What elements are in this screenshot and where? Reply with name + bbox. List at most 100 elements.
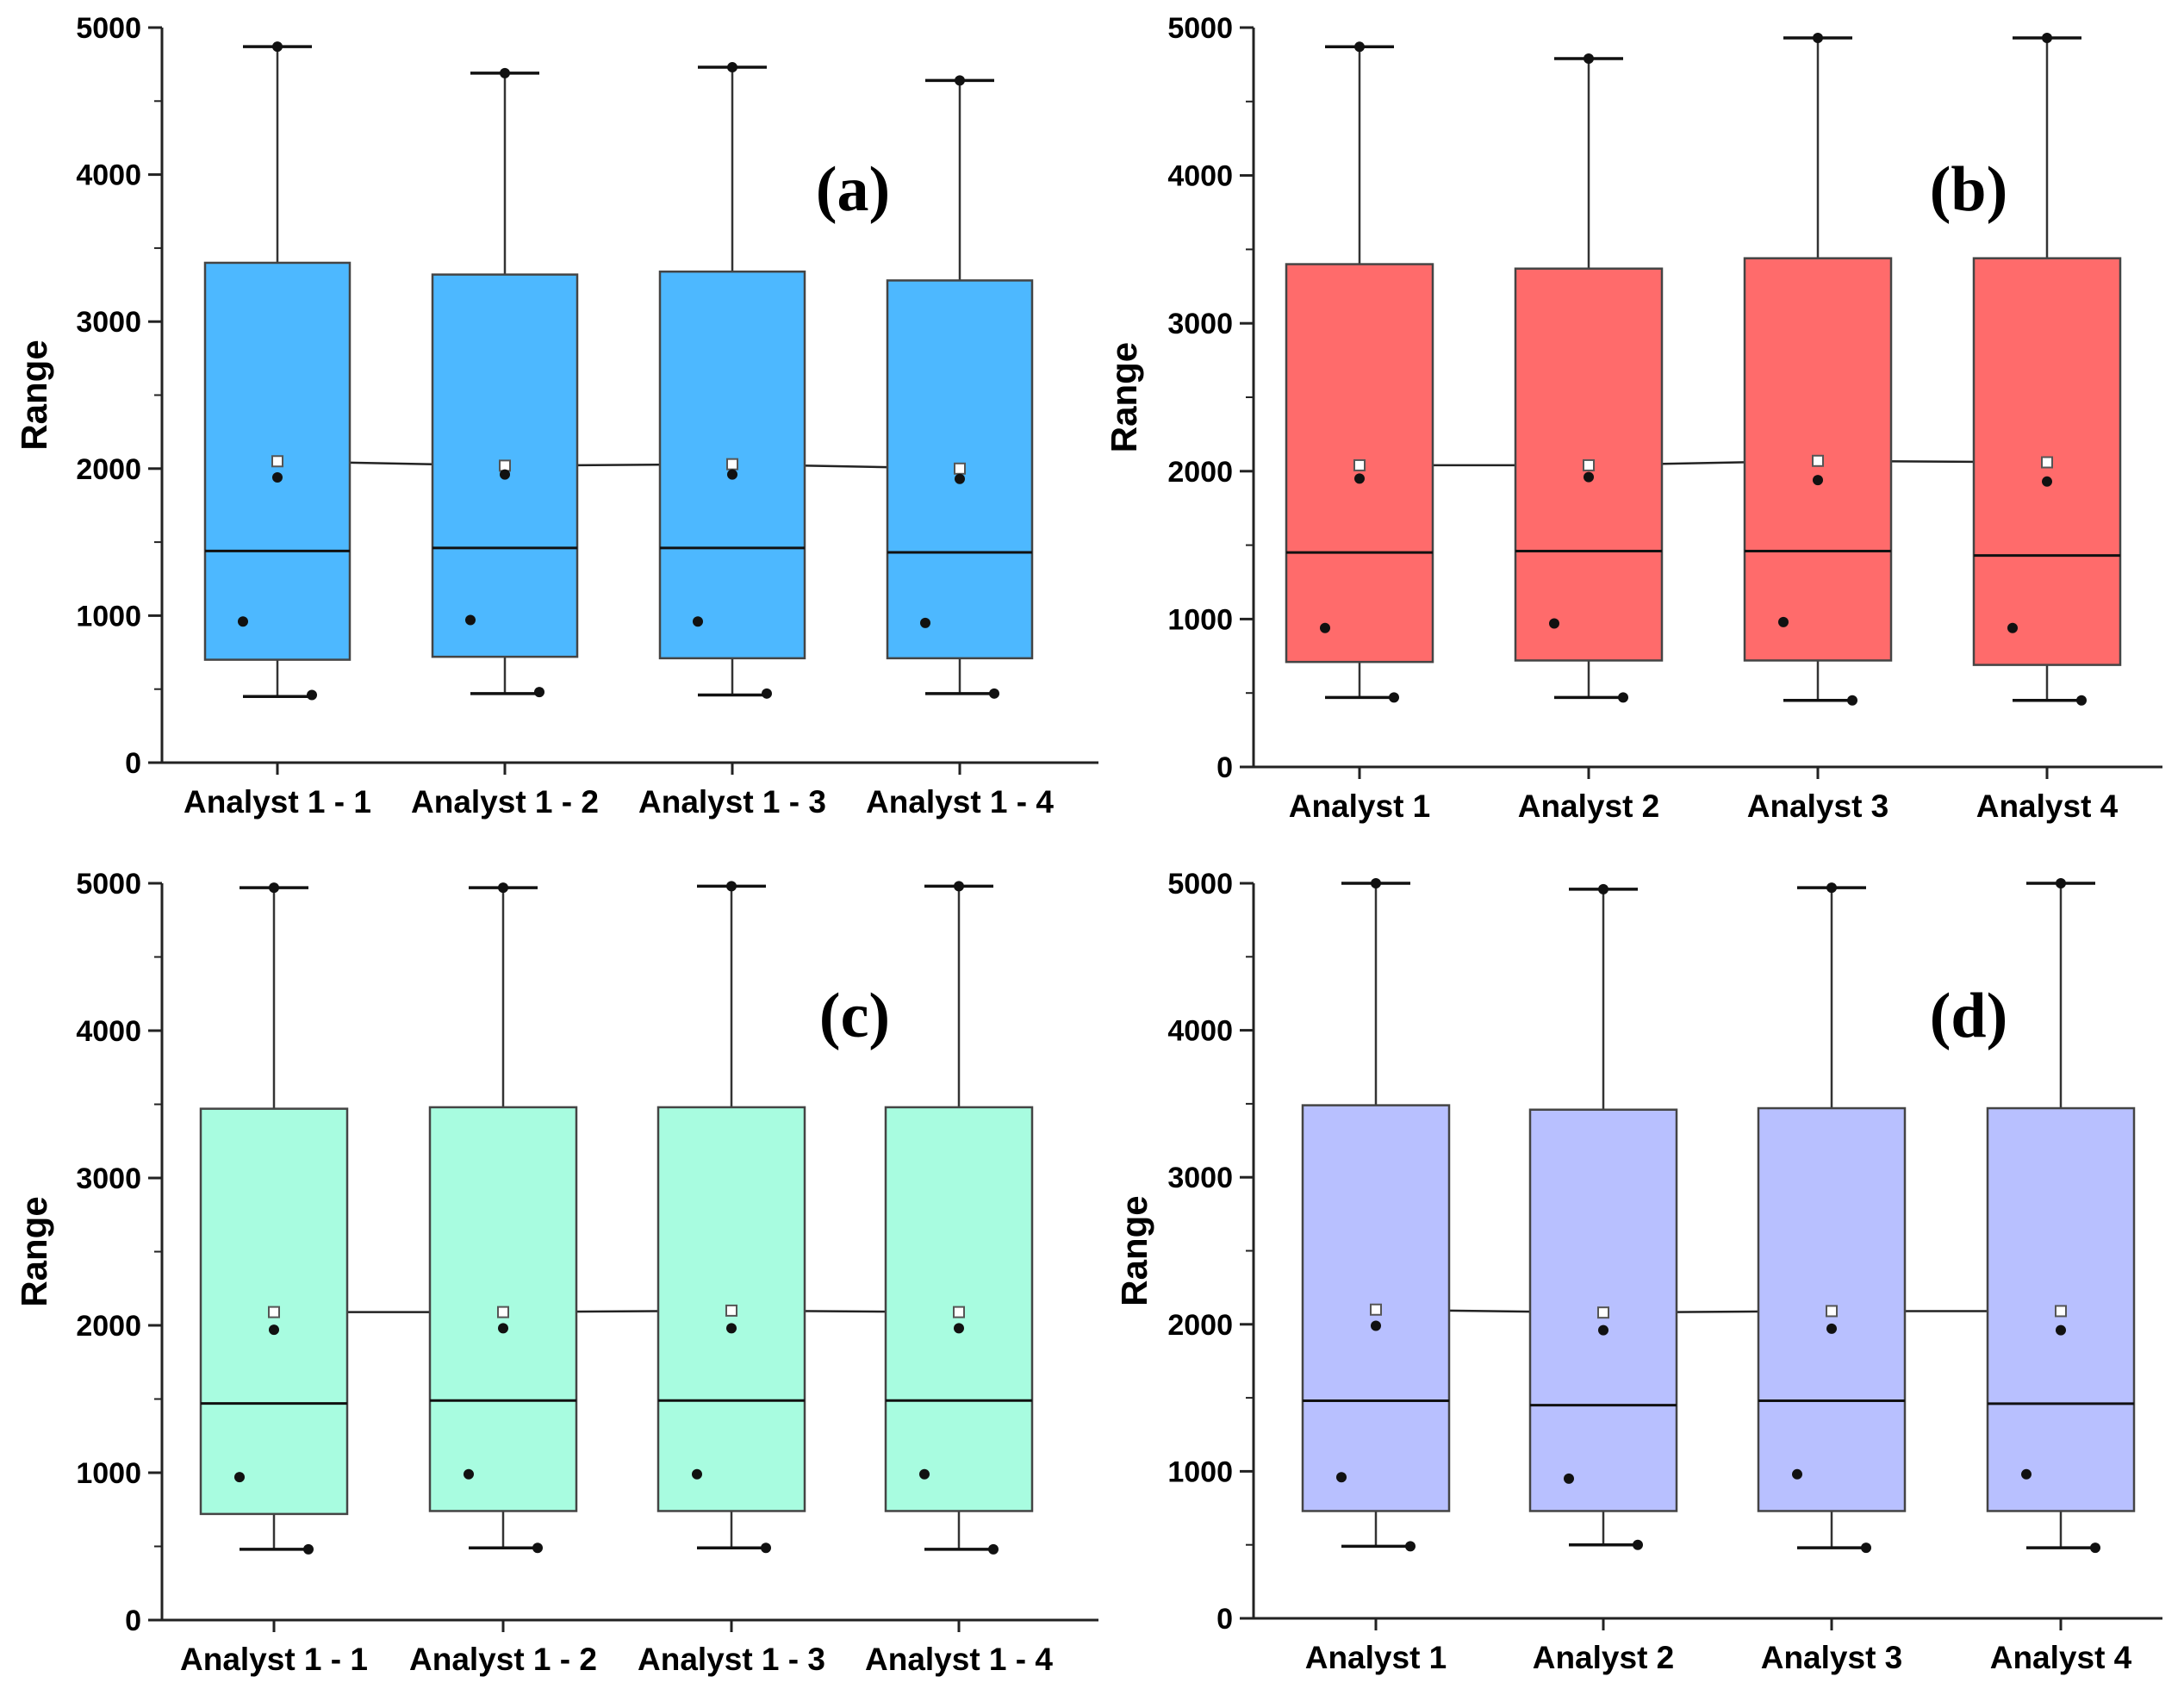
mean-marker <box>953 1306 965 1318</box>
max-dot <box>272 41 283 53</box>
y-axis-title: Range <box>14 1196 54 1306</box>
panel-d: 0 1000 2000 3000 4000 5000 Range (d) Analyst 1 An… <box>1114 868 2162 1675</box>
min-dot <box>1618 692 1628 703</box>
mean-marker <box>1597 1306 1609 1319</box>
box-1 <box>1301 878 1451 1552</box>
panel-a: 0 1000 2000 3000 4000 5000 Range (a) Analyst 1 -… <box>14 12 1098 820</box>
x-category-label: Analyst 3 <box>1747 788 1889 824</box>
min-dot <box>2090 1543 2100 1554</box>
box-1 <box>199 882 349 1555</box>
mean-marker <box>1812 454 1824 467</box>
lower-outlier-dot <box>234 1472 245 1483</box>
box-2 <box>1514 53 1664 703</box>
min-dot <box>762 688 772 699</box>
y-tick-label: 4000 <box>1167 160 1233 193</box>
box-2 <box>428 882 578 1554</box>
y-tick-label: 3000 <box>1167 308 1233 340</box>
x-category-label: Analyst 4 <box>1976 788 2119 824</box>
min-dot <box>1633 1539 1643 1550</box>
y-tick-label: 0 <box>1216 751 1233 784</box>
inner-dot <box>500 469 510 480</box>
min-dot <box>532 1543 543 1554</box>
lower-outlier-dot <box>1549 618 1559 629</box>
x-category-label: Analyst 3 <box>1761 1640 1903 1675</box>
y-tick-label: 3000 <box>76 306 141 339</box>
y-tick-label: 5000 <box>1167 868 1233 901</box>
y-tick-label: 0 <box>125 1605 141 1637</box>
max-dot <box>1813 33 1823 44</box>
y-tick-label: 5000 <box>1167 12 1233 45</box>
min-dot <box>303 1543 314 1555</box>
inner-dot <box>1598 1324 1608 1336</box>
min-dot <box>307 689 317 701</box>
lower-outlier-dot <box>465 614 476 626</box>
inner-dot <box>2056 1324 2066 1336</box>
y-tick-label: 1000 <box>1167 603 1233 636</box>
box-2 <box>1528 883 1678 1550</box>
lower-outlier-dot <box>920 617 930 628</box>
inner-dot <box>727 469 737 480</box>
x-category-label: Analyst 1 - 2 <box>409 1642 597 1677</box>
lower-outlier-dot <box>1564 1473 1574 1484</box>
min-dot <box>989 688 999 699</box>
mean-marker <box>1826 1305 1838 1318</box>
max-dot <box>1826 882 1837 894</box>
lower-outlier-dot <box>692 1468 702 1480</box>
y-tick-label: 2000 <box>1167 456 1233 489</box>
y-tick-label: 5000 <box>76 868 141 901</box>
lower-outlier-dot <box>693 616 703 627</box>
y-tick-label: 0 <box>1216 1603 1233 1636</box>
mean-marker <box>499 459 511 472</box>
min-dot <box>2076 695 2087 706</box>
x-category-label: Analyst 1 - 4 <box>865 1642 1053 1677</box>
inner-dot <box>498 1323 508 1334</box>
y-tick-label: 0 <box>125 747 141 780</box>
box-2 <box>431 67 579 698</box>
mean-marker <box>726 458 738 471</box>
lower-outlier-dot <box>1792 1468 1802 1480</box>
max-dot <box>2056 878 2066 888</box>
y-tick-label: 3000 <box>76 1162 141 1195</box>
mean-marker <box>497 1306 509 1318</box>
x-category-label: Analyst 1 <box>1305 1640 1447 1675</box>
mean-marker <box>2041 456 2053 469</box>
inner-dot <box>2042 476 2052 487</box>
inner-dot <box>955 473 965 484</box>
y-tick-label: 2000 <box>76 1310 141 1343</box>
x-category-label: Analyst 2 <box>1518 788 1660 824</box>
lower-outlier-dot <box>919 1468 930 1480</box>
box-4 <box>884 881 1034 1555</box>
x-category-label: Analyst 1 - 1 <box>180 1642 368 1677</box>
x-category-label: Analyst 1 <box>1289 788 1431 824</box>
lower-outlier-dot <box>2007 622 2018 633</box>
min-dot <box>988 1543 999 1555</box>
inner-dot <box>1826 1323 1837 1334</box>
panel-b: 0 1000 2000 3000 4000 5000 Range (b) Analyst 1 An… <box>1104 12 2162 824</box>
max-dot <box>2042 33 2052 44</box>
max-dot <box>726 881 737 892</box>
box-4 <box>886 75 1034 699</box>
lower-outlier-dot <box>238 616 248 627</box>
max-dot <box>498 882 508 894</box>
mean-trend-line <box>1375 1308 2061 1314</box>
x-category-label: Analyst 1 - 3 <box>638 1642 825 1677</box>
y-axis-title: Range <box>1104 342 1144 452</box>
y-tick-label: 2000 <box>76 453 141 486</box>
inner-dot <box>1371 1320 1381 1331</box>
max-dot <box>1598 883 1608 894</box>
y-tick-label: 4000 <box>76 1015 141 1048</box>
max-dot <box>954 881 964 892</box>
box-3 <box>658 62 806 699</box>
inner-dot <box>272 472 283 483</box>
mean-marker <box>1353 458 1366 471</box>
inner-dot <box>1813 475 1823 486</box>
inner-dot <box>269 1324 279 1336</box>
y-tick-label: 2000 <box>1167 1309 1233 1342</box>
y-tick-label: 4000 <box>76 159 141 192</box>
mean-marker <box>271 455 283 468</box>
inner-dot <box>1354 473 1365 484</box>
lower-outlier-dot <box>464 1468 474 1480</box>
inner-dot <box>954 1323 964 1334</box>
mean-marker <box>725 1304 737 1317</box>
panel-label: (b) <box>1930 154 2007 225</box>
